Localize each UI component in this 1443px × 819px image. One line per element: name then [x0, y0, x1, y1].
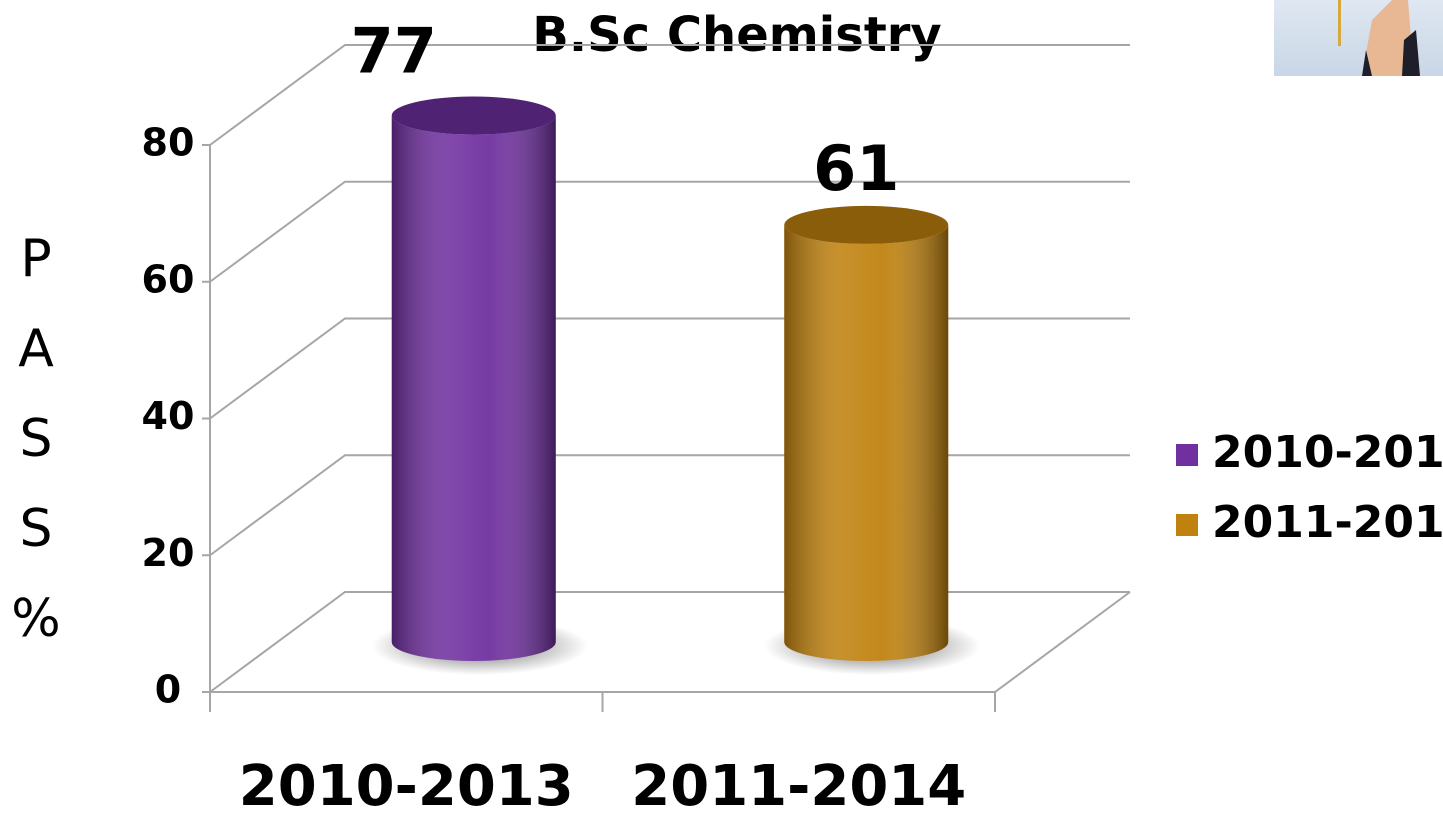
x-tick-label: 2010-2013: [239, 754, 574, 815]
floor-edge: [210, 592, 1130, 692]
y-tick-label: 0: [155, 668, 181, 712]
grid-line: [210, 182, 1130, 282]
value-label: 61: [813, 132, 899, 205]
photo: [1274, 0, 1443, 76]
legend-swatch: [1175, 443, 1199, 467]
grid-line: [210, 319, 1130, 419]
page: {"chart_data": { "type": "bar3d", "title…: [0, 0, 1443, 815]
y-tick-label: 20: [142, 531, 195, 575]
value-label: 77: [351, 15, 437, 88]
bar-shading: [392, 116, 556, 661]
y-tick-label: 40: [142, 394, 195, 438]
y-tick-label: 60: [142, 257, 195, 301]
grid-line: [210, 592, 1130, 692]
chart: B.Sc Chemistry PASS% 0 20 40 60 80 2010-2013 2…: [0, 0, 1443, 815]
grid-line: [210, 455, 1130, 555]
x-tick-label: 2011-2014: [631, 754, 966, 815]
bar-top-shading: [784, 206, 948, 244]
bar-top-shading: [392, 97, 556, 135]
legend-swatch: [1175, 513, 1199, 537]
legend-label: 2010-2013: [1212, 427, 1443, 478]
chart-title: B.Sc Chemistry: [532, 7, 941, 63]
y-tick-label: 80: [142, 121, 195, 165]
legend-label: 2011-2014: [1212, 497, 1443, 548]
bar-shading: [784, 225, 948, 661]
